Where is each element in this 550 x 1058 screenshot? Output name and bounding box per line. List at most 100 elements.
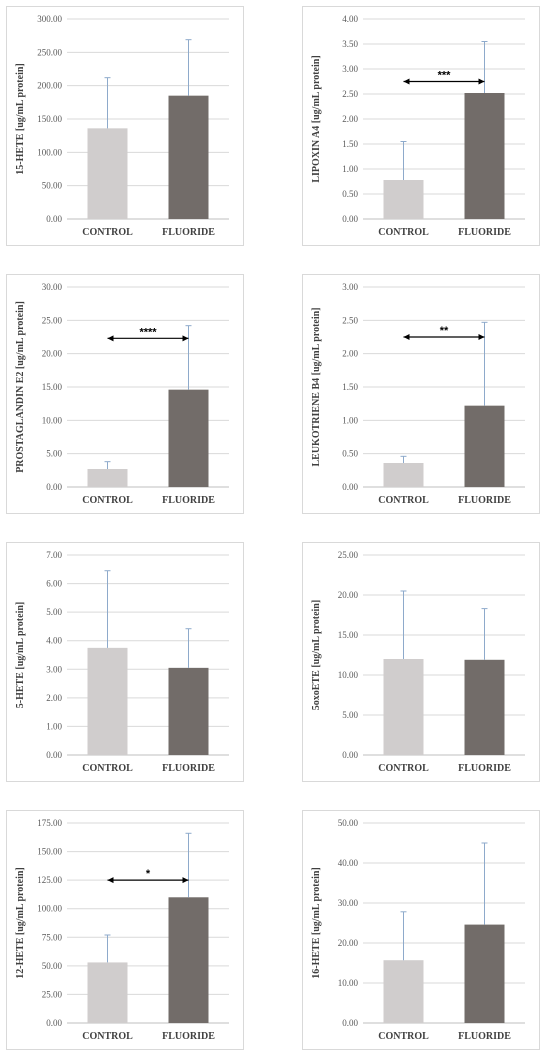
y-tick-label: 7.00 [46, 550, 62, 560]
arrow-right-icon [478, 78, 485, 85]
y-tick-label: 150.00 [37, 114, 62, 124]
y-tick-label: 2.00 [342, 114, 358, 124]
bar-control [87, 128, 128, 219]
significance-label: * [146, 868, 151, 880]
chart-svg: 0.00 1.00 2.00 3.00 4.00 5.00 6.00 7.00 5-HETE [… [15, 550, 229, 774]
y-tick-label: 0.00 [342, 1018, 358, 1028]
y-tick-label: 125.00 [37, 875, 62, 885]
x-tick-label: FLUORIDE [458, 495, 511, 506]
y-tick-label: 0.50 [342, 189, 358, 199]
y-tick-label: 25.00 [42, 989, 63, 999]
significance-label: *** [438, 70, 452, 82]
arrow-right-icon [478, 334, 485, 340]
y-tick-label: 50.00 [42, 961, 63, 971]
y-tick-label: 20.00 [338, 938, 359, 948]
significance-label: **** [139, 326, 157, 338]
y-tick-label: 1.00 [342, 164, 358, 174]
chart-svg: 0.00 0.50 1.00 1.50 2.00 2.50 3.00 3.50 4.00 LIPO… [311, 14, 525, 238]
y-tick-label: 150.00 [37, 847, 62, 857]
y-tick-label: 3.00 [342, 64, 358, 74]
y-axis-label: 16-HETE [ug/mL protein] [311, 867, 322, 979]
x-tick-label: FLUORIDE [458, 763, 511, 774]
y-tick-label: 300.00 [37, 14, 62, 24]
bar-control [87, 469, 128, 487]
y-tick-label: 4.00 [46, 636, 62, 646]
y-axis-label: PROSTAGLANDIN E2 [ug/mL protein] [15, 301, 26, 473]
y-tick-label: 0.00 [46, 214, 62, 224]
x-tick-label: FLUORIDE [162, 495, 215, 506]
y-tick-label: 1.50 [342, 139, 358, 149]
y-axis-label: 15-HETE [ug/mL protein] [15, 63, 26, 175]
x-tick-label: FLUORIDE [162, 227, 215, 238]
y-tick-label: 6.00 [46, 579, 62, 589]
y-axis-label: LIPOXIN A4 [ug/mL protein] [311, 55, 322, 182]
y-tick-label: 100.00 [37, 147, 62, 157]
arrow-left-icon [107, 877, 114, 884]
arrow-left-icon [107, 335, 114, 342]
y-tick-label: 10.00 [338, 670, 359, 680]
x-tick-label: CONTROL [82, 1031, 133, 1042]
bar-fluoride [168, 95, 209, 219]
y-tick-label: 1.50 [342, 382, 358, 392]
chart-svg: 0.00 10.00 20.00 30.00 40.00 50.00 16-HETE [ug… [311, 818, 525, 1042]
chart-12-hete: 0.00 25.00 50.00 75.00 100.00 125.00 150.00 175… [6, 810, 244, 1050]
bar-fluoride [464, 405, 505, 487]
x-tick-label: FLUORIDE [458, 227, 511, 238]
y-axis-label: 5oxoETE [ug/mL protein] [311, 600, 322, 710]
x-tick-label: CONTROL [378, 495, 429, 506]
y-tick-label: 0.00 [46, 482, 62, 492]
y-tick-label: 0.00 [46, 750, 62, 760]
chart-svg: 0.00 25.00 50.00 75.00 100.00 125.00 150.00 175… [15, 818, 229, 1042]
bar-fluoride [464, 93, 505, 219]
bar-fluoride [464, 924, 505, 1023]
y-tick-label: 25.00 [42, 315, 63, 325]
y-axis-label: LEUKOTRIENE B4 [ug/mL protein] [311, 307, 322, 466]
bar-fluoride [168, 389, 209, 487]
y-tick-label: 5.00 [46, 607, 62, 617]
bar-fluoride [168, 667, 209, 755]
y-tick-label: 2.00 [342, 349, 358, 359]
x-tick-label: CONTROL [378, 1031, 429, 1042]
y-tick-label: 15.00 [338, 630, 359, 640]
y-tick-label: 30.00 [42, 282, 63, 292]
x-tick-label: FLUORIDE [458, 1031, 511, 1042]
bar-control [87, 962, 128, 1023]
y-tick-label: 100.00 [37, 904, 62, 914]
y-tick-label: 2.00 [46, 693, 62, 703]
bar-fluoride [464, 659, 505, 755]
arrow-left-icon [403, 334, 410, 340]
y-tick-label: 1.00 [342, 415, 358, 425]
bar-fluoride [168, 897, 209, 1023]
chart-svg: 0.00 5.00 10.00 15.00 20.00 25.00 30.00 PROSTAG… [15, 282, 229, 506]
chart-leukotriene-b4: 0.00 0.50 1.00 1.50 2.00 2.50 3.00 LEUKOTRIENE … [302, 274, 540, 514]
y-tick-label: 40.00 [338, 858, 359, 868]
x-tick-label: CONTROL [378, 227, 429, 238]
x-tick-label: CONTROL [82, 763, 133, 774]
chart-16-hete: 0.00 10.00 20.00 30.00 40.00 50.00 16-HETE [ug… [302, 810, 540, 1050]
y-tick-label: 20.00 [338, 590, 359, 600]
y-tick-label: 0.50 [342, 449, 358, 459]
y-tick-label: 50.00 [42, 181, 63, 191]
y-tick-label: 3.00 [46, 664, 62, 674]
y-tick-label: 175.00 [37, 818, 62, 828]
y-tick-label: 25.00 [338, 550, 359, 560]
x-tick-label: FLUORIDE [162, 763, 215, 774]
y-tick-label: 5.00 [342, 710, 358, 720]
arrow-right-icon [182, 877, 189, 884]
chart-svg: 0.00 5.00 10.00 15.00 20.00 25.00 5oxoETE [ug/… [311, 550, 525, 774]
chart-lipoxin-a4: 0.00 0.50 1.00 1.50 2.00 2.50 3.00 3.50 4.00 LIPO… [302, 6, 540, 246]
y-tick-label: 2.50 [342, 89, 358, 99]
bar-control [87, 647, 128, 755]
y-tick-label: 0.00 [46, 1018, 62, 1028]
bar-control [383, 463, 424, 487]
y-axis-label: 5-HETE [ug/mL protein] [15, 602, 26, 709]
y-tick-label: 3.00 [342, 282, 358, 292]
y-tick-label: 1.00 [46, 721, 62, 731]
chart-svg: 0.00 50.00 100.00 150.00 200.00 250.00 300.00 1… [15, 14, 229, 238]
y-tick-label: 250.00 [37, 47, 62, 57]
y-tick-label: 15.00 [42, 382, 63, 392]
x-tick-label: CONTROL [82, 227, 133, 238]
arrow-right-icon [182, 335, 189, 342]
x-tick-label: CONTROL [378, 763, 429, 774]
y-tick-label: 10.00 [338, 978, 359, 988]
